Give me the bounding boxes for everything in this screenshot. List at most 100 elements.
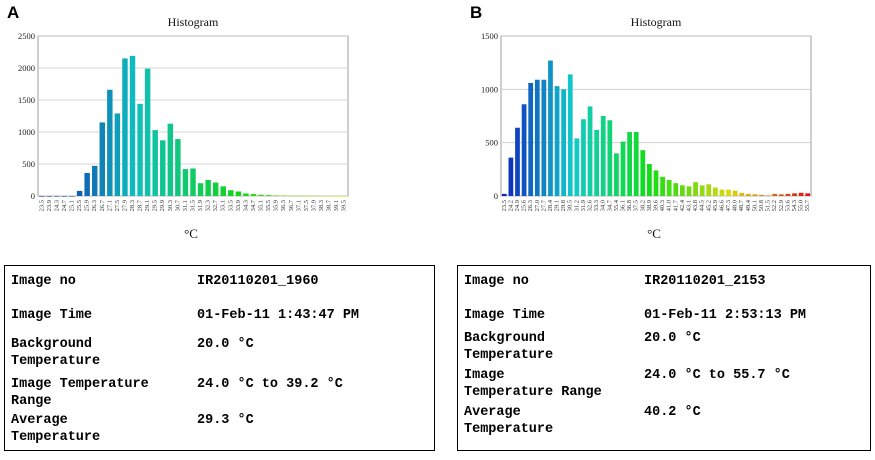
- x-tick-label: 32.6: [587, 199, 594, 211]
- x-axis-label: °C: [647, 226, 661, 241]
- x-tick-label: 34.0: [600, 200, 607, 211]
- histogram-bar: [167, 123, 174, 196]
- y-tick-label: 1500: [481, 31, 498, 41]
- histogram-bar: [726, 189, 731, 196]
- x-tick-label: 36.7: [288, 199, 295, 211]
- x-axis-label: °C: [184, 226, 198, 241]
- x-tick-label: 47.3: [725, 200, 732, 211]
- image-time-value: 01-Feb-11 1:43:47 PM: [197, 308, 360, 323]
- histogram-bar: [805, 193, 811, 196]
- histogram-bar: [152, 130, 158, 196]
- histogram-bar: [273, 195, 279, 196]
- y-tick-label: 0: [31, 191, 35, 201]
- x-tick-label: 25.9: [84, 200, 91, 211]
- histogram-bar: [243, 193, 249, 196]
- x-tick-label: 39.5: [341, 200, 348, 211]
- histogram-bar: [228, 190, 234, 196]
- histogram-bar: [122, 58, 128, 197]
- x-tick-label: 43.8: [692, 200, 699, 211]
- histogram-bar: [647, 164, 652, 196]
- x-tick-label: 30.7: [174, 199, 181, 211]
- histogram-bar: [190, 168, 196, 196]
- average-temperature-label: Average Temperature: [11, 413, 101, 445]
- histogram-bar: [265, 195, 272, 196]
- image-no-label: Image no: [464, 274, 529, 289]
- histogram-bar: [318, 195, 325, 197]
- histogram-bar: [69, 196, 75, 197]
- x-tick-label: 45.2: [705, 200, 712, 211]
- histogram-bar: [554, 86, 560, 196]
- x-tick-label: 35.1: [258, 200, 265, 211]
- x-tick-label: 26.3: [91, 200, 98, 211]
- image-no-label: Image no: [11, 274, 76, 289]
- histogram-bar: [673, 183, 679, 196]
- histogram-bar: [333, 196, 340, 197]
- y-tick-label: 2500: [18, 31, 35, 41]
- x-tick-label: 31.5: [189, 200, 196, 211]
- x-tick-label: 37.5: [303, 200, 310, 211]
- histogram-bar: [501, 193, 507, 196]
- x-tick-label: 28.4: [547, 199, 554, 211]
- x-tick-label: 52.9: [778, 200, 785, 211]
- x-tick-label: 27.0: [534, 200, 541, 211]
- histogram-bar: [680, 185, 685, 196]
- histogram-bar: [303, 195, 310, 197]
- histogram-bar: [91, 165, 98, 196]
- image-temperature-range-value: 24.0 °C to 55.7 °C: [644, 368, 790, 383]
- histogram-bar: [311, 195, 317, 197]
- x-tick-label: 23.5: [38, 200, 45, 211]
- chart-title: Histogram: [168, 15, 219, 29]
- histogram-bar: [581, 119, 586, 196]
- histogram-bar: [633, 132, 639, 196]
- histogram-bar: [197, 183, 204, 196]
- x-tick-label: 48.0: [732, 200, 739, 211]
- x-tick-label: 32.3: [205, 200, 212, 211]
- background-temperature-value: 20.0 °C: [197, 337, 254, 352]
- histogram-bar: [205, 180, 211, 196]
- histogram-bar: [129, 55, 136, 197]
- x-tick-label: 38.9: [646, 200, 653, 211]
- x-tick-label: 37.5: [633, 200, 640, 211]
- histogram-bar: [326, 195, 332, 197]
- y-tick-label: 500: [22, 159, 35, 169]
- average-temperature-label: Average Temperature: [464, 405, 554, 437]
- y-tick-label: 500: [485, 138, 498, 148]
- x-tick-label: 48.7: [738, 199, 745, 211]
- panel-letter-a: A: [7, 3, 20, 22]
- histogram-bar: [600, 116, 606, 196]
- x-tick-label: 45.9: [712, 200, 719, 211]
- histogram-bar: [778, 194, 784, 196]
- x-tick-label: 41.0: [666, 200, 673, 211]
- histogram-bar: [521, 104, 527, 196]
- x-tick-label: 27.9: [121, 200, 128, 211]
- x-tick-label: 50.8: [758, 200, 765, 211]
- histogram-bar: [759, 194, 764, 196]
- x-tick-label: 52.2: [771, 200, 778, 211]
- image-temperature-range-label: Image Temperature Range: [464, 368, 602, 400]
- histogram-bar: [114, 113, 121, 196]
- x-tick-label: 36.8: [626, 200, 633, 211]
- x-tick-label: 36.1: [620, 200, 627, 211]
- x-tick-label: 30.3: [167, 200, 174, 211]
- x-tick-label: 29.9: [159, 200, 166, 211]
- x-tick-label: 24.3: [53, 200, 60, 211]
- x-tick-label: 37.1: [295, 200, 302, 211]
- y-tick-label: 1000: [18, 127, 35, 137]
- x-tick-label: 31.1: [182, 200, 189, 211]
- x-tick-label: 50.1: [751, 200, 758, 211]
- histogram-bar: [798, 192, 804, 196]
- x-tick-label: 31.9: [580, 200, 587, 211]
- image-info-box-b: Image no IR20110201_2153 Image Time 01-F…: [457, 265, 871, 451]
- histogram-chart-a: 0 500 1000 1500 2000 2500 23.5 23.9 24.3 24.7 25.1…: [18, 15, 349, 241]
- x-tick-label: 55.7: [804, 199, 811, 211]
- histogram-bar: [792, 193, 797, 196]
- x-tick-label: 39.1: [333, 200, 340, 211]
- x-tick-label: 55.0: [798, 200, 805, 211]
- histogram-bar: [607, 120, 613, 196]
- histogram-bar: [699, 185, 705, 196]
- background-temperature-label: Background Temperature: [11, 337, 101, 369]
- x-tick-label: 34.3: [242, 200, 249, 211]
- histogram-bar: [567, 74, 573, 196]
- histogram-bar: [99, 122, 105, 196]
- x-tick-label: 26.3: [527, 200, 534, 211]
